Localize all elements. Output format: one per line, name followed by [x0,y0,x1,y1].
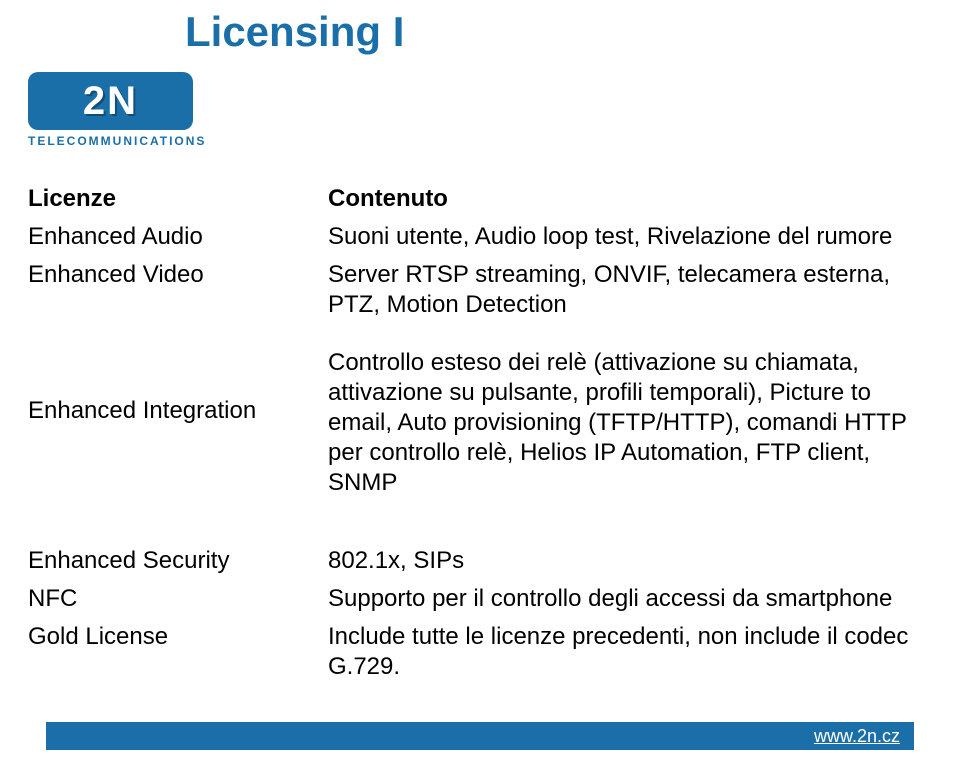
row-value: Controllo esteso dei relè (attivazione s… [328,344,932,502]
row-value: Include tutte le licenze precedenti, non… [328,618,932,686]
row-label: Gold License [28,618,328,656]
table-header-licenze: Licenze [28,180,328,218]
page-title: Licensing I [185,8,404,56]
table-header-row: Licenze Contenuto [28,180,932,218]
row-value: Supporto per il controllo degli accessi … [328,580,932,618]
row-label: NFC [28,580,328,618]
brand-logo: 2N TELECOMMUNICATIONS [28,72,193,148]
logo-text: 2N [83,79,138,124]
row-label: Enhanced Security [28,542,328,580]
slide: Licensing I 2N TELECOMMUNICATIONS Licenz… [0,0,960,766]
footer-link[interactable]: www.2n.cz [814,726,900,747]
row-value: Suoni utente, Audio loop test, Rivelazio… [328,218,932,256]
footer-bar: www.2n.cz [46,722,914,750]
row-value: 802.1x, SIPs [328,542,932,580]
table-header-contenuto: Contenuto [328,180,932,218]
spacer [28,324,932,344]
table-row: Enhanced Security 802.1x, SIPs [28,542,932,580]
logo-tagline: TELECOMMUNICATIONS [28,134,193,148]
table-row: Gold License Include tutte le licenze pr… [28,618,932,686]
spacer [28,502,932,542]
row-label: Enhanced Audio [28,218,328,256]
logo-box: 2N [28,72,193,130]
row-value: Server RTSP streaming, ONVIF, telecamera… [328,256,932,324]
row-label: Enhanced Video [28,256,328,294]
table-row: NFC Supporto per il controllo degli acce… [28,580,932,618]
table-row: Enhanced Integration Controllo esteso de… [28,344,932,502]
table-row: Enhanced Audio Suoni utente, Audio loop … [28,218,932,256]
row-label: Enhanced Integration [28,344,328,430]
table-row: Enhanced Video Server RTSP streaming, ON… [28,256,932,324]
license-table: Licenze Contenuto Enhanced Audio Suoni u… [28,180,932,686]
